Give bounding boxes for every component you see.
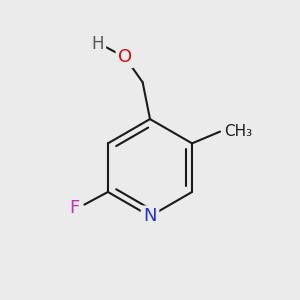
Text: F: F <box>70 199 80 217</box>
Text: CH₃: CH₃ <box>224 124 253 139</box>
Text: H: H <box>91 35 104 53</box>
Text: N: N <box>143 207 157 225</box>
Text: F: F <box>68 199 81 217</box>
Text: O: O <box>117 48 133 66</box>
Text: H: H <box>91 35 104 53</box>
Text: N: N <box>142 207 158 225</box>
Text: O: O <box>118 48 132 66</box>
